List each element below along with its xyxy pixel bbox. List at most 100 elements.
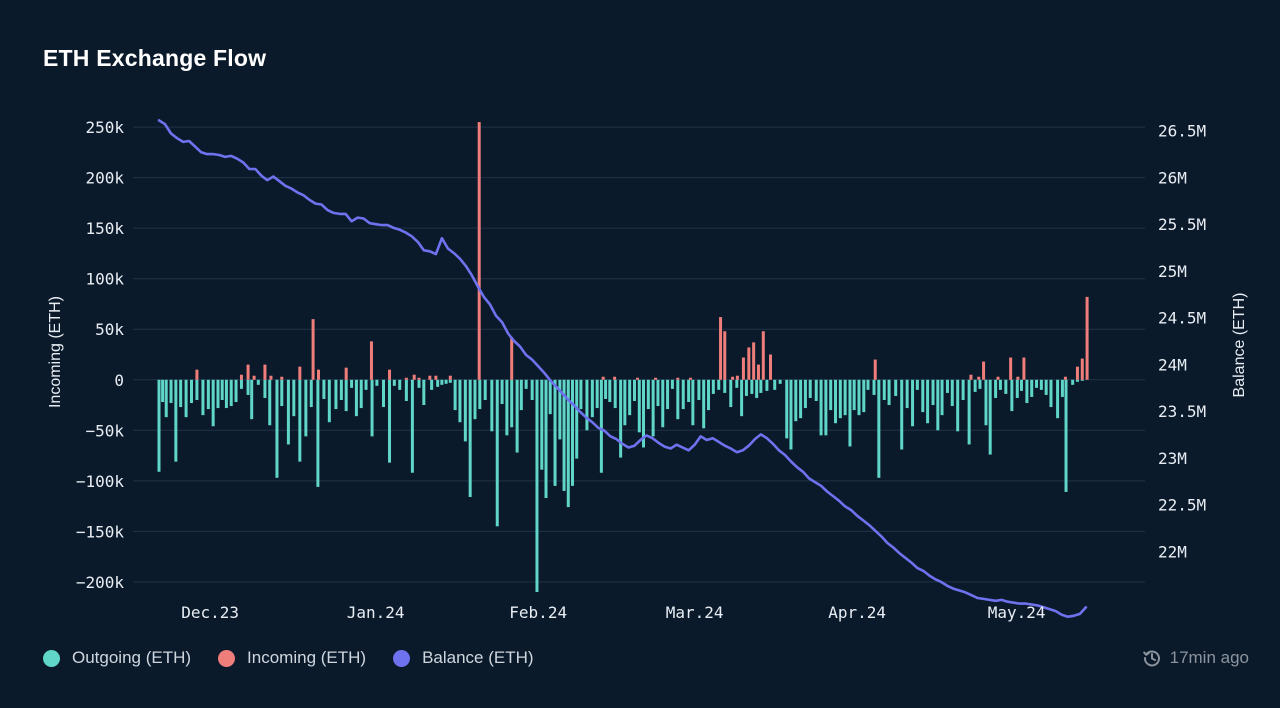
outgoing-bar[interactable] bbox=[998, 379, 1002, 390]
outgoing-bar[interactable] bbox=[174, 379, 178, 462]
outgoing-bar[interactable] bbox=[519, 379, 523, 411]
outgoing-bar[interactable] bbox=[201, 379, 205, 416]
incoming-bar[interactable] bbox=[719, 317, 723, 380]
outgoing-bar[interactable] bbox=[857, 379, 861, 416]
outgoing-bar[interactable] bbox=[229, 379, 233, 407]
outgoing-bar[interactable] bbox=[931, 379, 935, 406]
incoming-bar[interactable] bbox=[1075, 366, 1079, 380]
outgoing-bar[interactable] bbox=[681, 379, 685, 410]
outgoing-bar[interactable] bbox=[978, 379, 982, 389]
incoming-bar[interactable] bbox=[417, 377, 421, 380]
legend-outgoing[interactable]: Outgoing (ETH) bbox=[43, 648, 191, 668]
incoming-bar[interactable] bbox=[688, 377, 692, 380]
outgoing-bar[interactable] bbox=[723, 379, 727, 393]
outgoing-bar[interactable] bbox=[440, 379, 444, 385]
outgoing-bar[interactable] bbox=[691, 379, 695, 426]
outgoing-bar[interactable] bbox=[750, 379, 754, 394]
outgoing-bar[interactable] bbox=[911, 379, 915, 427]
incoming-bar[interactable] bbox=[756, 364, 760, 380]
outgoing-bar[interactable] bbox=[632, 379, 636, 401]
outgoing-bar[interactable] bbox=[866, 379, 870, 390]
incoming-bar[interactable] bbox=[613, 376, 617, 380]
outgoing-bar[interactable] bbox=[637, 379, 641, 433]
incoming-bar[interactable] bbox=[769, 354, 773, 380]
outgoing-bar[interactable] bbox=[164, 379, 168, 418]
outgoing-bar[interactable] bbox=[1035, 379, 1039, 388]
outgoing-bar[interactable] bbox=[417, 379, 421, 388]
outgoing-bar[interactable] bbox=[729, 379, 733, 408]
outgoing-bar[interactable] bbox=[887, 379, 891, 406]
outgoing-bar[interactable] bbox=[286, 379, 290, 445]
outgoing-bar[interactable] bbox=[490, 379, 494, 432]
outgoing-bar[interactable] bbox=[1044, 379, 1048, 395]
outgoing-bar[interactable] bbox=[697, 379, 701, 400]
outgoing-bar[interactable] bbox=[973, 379, 977, 392]
outgoing-bar[interactable] bbox=[239, 379, 243, 389]
outgoing-bar[interactable] bbox=[1019, 379, 1023, 391]
outgoing-bar[interactable] bbox=[246, 379, 250, 395]
incoming-bar[interactable] bbox=[723, 331, 727, 380]
outgoing-bar[interactable] bbox=[945, 379, 949, 393]
outgoing-bar[interactable] bbox=[309, 379, 313, 408]
outgoing-bar[interactable] bbox=[562, 379, 566, 491]
outgoing-bar[interactable] bbox=[619, 379, 623, 458]
outgoing-bar[interactable] bbox=[161, 379, 165, 402]
outgoing-bar[interactable] bbox=[1071, 379, 1075, 385]
legend-incoming[interactable]: Incoming (ETH) bbox=[218, 648, 366, 668]
outgoing-bar[interactable] bbox=[687, 379, 691, 402]
outgoing-bar[interactable] bbox=[544, 379, 548, 499]
outgoing-bar[interactable] bbox=[1039, 379, 1043, 390]
outgoing-bar[interactable] bbox=[398, 379, 402, 390]
incoming-bar[interactable] bbox=[252, 375, 256, 380]
outgoing-bar[interactable] bbox=[824, 379, 828, 436]
outgoing-bar[interactable] bbox=[799, 379, 803, 419]
outgoing-bar[interactable] bbox=[785, 379, 789, 439]
outgoing-bar[interactable] bbox=[623, 379, 627, 426]
outgoing-bar[interactable] bbox=[834, 379, 838, 424]
outgoing-bar[interactable] bbox=[334, 379, 338, 410]
incoming-bar[interactable] bbox=[996, 376, 1000, 380]
outgoing-bar[interactable] bbox=[1015, 379, 1019, 398]
balance-line[interactable] bbox=[157, 119, 1088, 618]
incoming-bar[interactable] bbox=[412, 374, 416, 380]
incoming-bar[interactable] bbox=[434, 375, 438, 380]
outgoing-bar[interactable] bbox=[410, 379, 414, 473]
outgoing-bar[interactable] bbox=[392, 379, 396, 386]
outgoing-bar[interactable] bbox=[613, 379, 617, 409]
outgoing-bar[interactable] bbox=[988, 379, 992, 455]
outgoing-bar[interactable] bbox=[344, 379, 348, 412]
outgoing-bar[interactable] bbox=[926, 379, 930, 424]
incoming-bar[interactable] bbox=[1085, 296, 1089, 380]
outgoing-bar[interactable] bbox=[900, 379, 904, 450]
outgoing-bar[interactable] bbox=[628, 379, 632, 416]
outgoing-bar[interactable] bbox=[256, 379, 260, 385]
outgoing-bar[interactable] bbox=[169, 379, 173, 404]
outgoing-bar[interactable] bbox=[595, 379, 599, 409]
incoming-bar[interactable] bbox=[369, 341, 373, 380]
incoming-bar[interactable] bbox=[761, 331, 765, 380]
incoming-bar[interactable] bbox=[428, 375, 432, 380]
outgoing-bar[interactable] bbox=[642, 379, 646, 448]
outgoing-bar[interactable] bbox=[448, 379, 452, 383]
incoming-bar[interactable] bbox=[676, 377, 680, 380]
outgoing-bar[interactable] bbox=[862, 379, 866, 413]
incoming-bar[interactable] bbox=[1016, 376, 1020, 380]
incoming-bar[interactable] bbox=[752, 342, 756, 380]
outgoing-bar[interactable] bbox=[322, 379, 326, 399]
incoming-bar[interactable] bbox=[246, 364, 250, 380]
outgoing-bar[interactable] bbox=[808, 379, 812, 398]
incoming-bar[interactable] bbox=[731, 376, 735, 380]
incoming-bar[interactable] bbox=[316, 369, 320, 380]
incoming-bar[interactable] bbox=[735, 375, 739, 380]
incoming-bar[interactable] bbox=[982, 361, 986, 380]
outgoing-bar[interactable] bbox=[604, 379, 608, 399]
outgoing-bar[interactable] bbox=[430, 379, 434, 390]
outgoing-bar[interactable] bbox=[590, 379, 594, 418]
outgoing-bar[interactable] bbox=[364, 379, 368, 390]
outgoing-bar[interactable] bbox=[375, 379, 379, 386]
incoming-bar[interactable] bbox=[298, 366, 302, 380]
outgoing-bar[interactable] bbox=[585, 379, 589, 431]
outgoing-bar[interactable] bbox=[473, 379, 477, 420]
outgoing-bar[interactable] bbox=[1010, 379, 1014, 412]
outgoing-bar[interactable] bbox=[661, 379, 665, 428]
